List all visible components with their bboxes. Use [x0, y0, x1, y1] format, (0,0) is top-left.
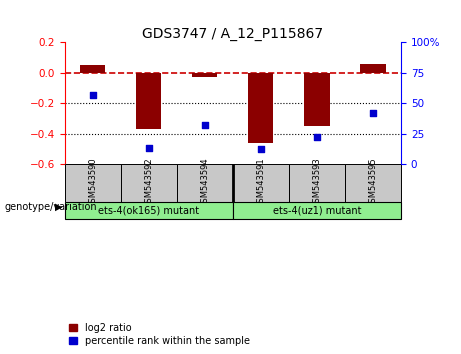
Text: GSM543591: GSM543591 [256, 157, 266, 207]
Point [89, 92, 96, 98]
Legend: log2 ratio, percentile rank within the sample: log2 ratio, percentile rank within the s… [70, 323, 250, 346]
Bar [361, 64, 386, 73]
Point [201, 122, 208, 128]
Bar [177, 164, 233, 202]
Text: ets-4(uz1) mutant: ets-4(uz1) mutant [273, 206, 361, 216]
Point [313, 135, 321, 140]
Bar [233, 164, 289, 202]
Bar [345, 164, 401, 202]
Point [369, 110, 377, 116]
Bar [192, 73, 218, 78]
Bar [65, 164, 121, 202]
Text: ets-4(ok165) mutant: ets-4(ok165) mutant [98, 206, 199, 216]
Text: genotype/variation: genotype/variation [5, 202, 97, 212]
Point [145, 145, 152, 151]
Text: GSM543593: GSM543593 [313, 157, 321, 207]
Point [257, 147, 265, 152]
Bar [289, 164, 345, 202]
Bar [121, 164, 177, 202]
Text: GSM543590: GSM543590 [88, 157, 97, 207]
Text: GSM543592: GSM543592 [144, 157, 153, 207]
Bar [65, 202, 233, 219]
Bar [136, 73, 161, 129]
Bar [80, 65, 105, 73]
Bar [304, 73, 330, 126]
Text: GSM543595: GSM543595 [368, 157, 378, 207]
Text: GSM543594: GSM543594 [200, 157, 209, 207]
Title: GDS3747 / A_12_P115867: GDS3747 / A_12_P115867 [142, 28, 323, 41]
Text: ▶: ▶ [55, 202, 62, 212]
Bar [233, 202, 401, 219]
Bar [248, 73, 273, 143]
